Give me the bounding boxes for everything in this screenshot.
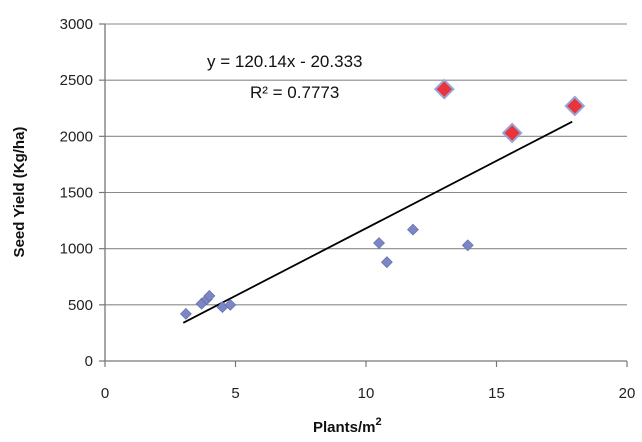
r-squared-label: R² = 0.7773 bbox=[250, 83, 339, 102]
trendline bbox=[182, 120, 573, 324]
data-point bbox=[224, 298, 237, 311]
y-tick-label: 2500 bbox=[60, 72, 93, 89]
data-point-highlighted bbox=[433, 78, 455, 100]
x-tick-label: 20 bbox=[619, 385, 636, 402]
x-axis-title-text: Plants/m bbox=[313, 419, 376, 436]
gridlines bbox=[105, 23, 627, 306]
data-point bbox=[461, 239, 474, 252]
y-tick-label: 0 bbox=[85, 353, 93, 370]
data-point bbox=[203, 289, 216, 302]
y-tick-label: 2000 bbox=[60, 128, 93, 145]
x-tick-label: 15 bbox=[488, 385, 505, 402]
y-axis-title: Seed Yield (Kg/ha) bbox=[11, 127, 28, 258]
data-point bbox=[380, 256, 393, 269]
y-tick-label: 500 bbox=[68, 297, 93, 314]
data-points bbox=[179, 78, 586, 320]
x-tick-labels: 0 5 10 15 20 bbox=[101, 361, 636, 402]
x-axis-title-superscript: 2 bbox=[376, 416, 382, 428]
data-point-highlighted bbox=[564, 95, 586, 117]
data-point bbox=[179, 307, 192, 320]
x-tick-label: 10 bbox=[358, 385, 375, 402]
y-tick-label: 1000 bbox=[60, 241, 93, 258]
y-tick-label: 3000 bbox=[60, 16, 93, 33]
y-tick-label: 1500 bbox=[60, 185, 93, 202]
trendline-group bbox=[182, 120, 573, 324]
trendline-equation: y = 120.14x - 20.333 bbox=[207, 52, 362, 71]
data-point bbox=[373, 237, 385, 249]
x-axis-title: Plants/m2 bbox=[313, 416, 382, 436]
y-tick-labels: 0 500 1000 1500 2000 2500 3000 bbox=[60, 16, 105, 370]
x-tick-label: 0 bbox=[101, 385, 109, 402]
x-tick-label: 5 bbox=[231, 385, 239, 402]
data-point bbox=[407, 223, 419, 236]
data-point-highlighted bbox=[501, 122, 523, 144]
